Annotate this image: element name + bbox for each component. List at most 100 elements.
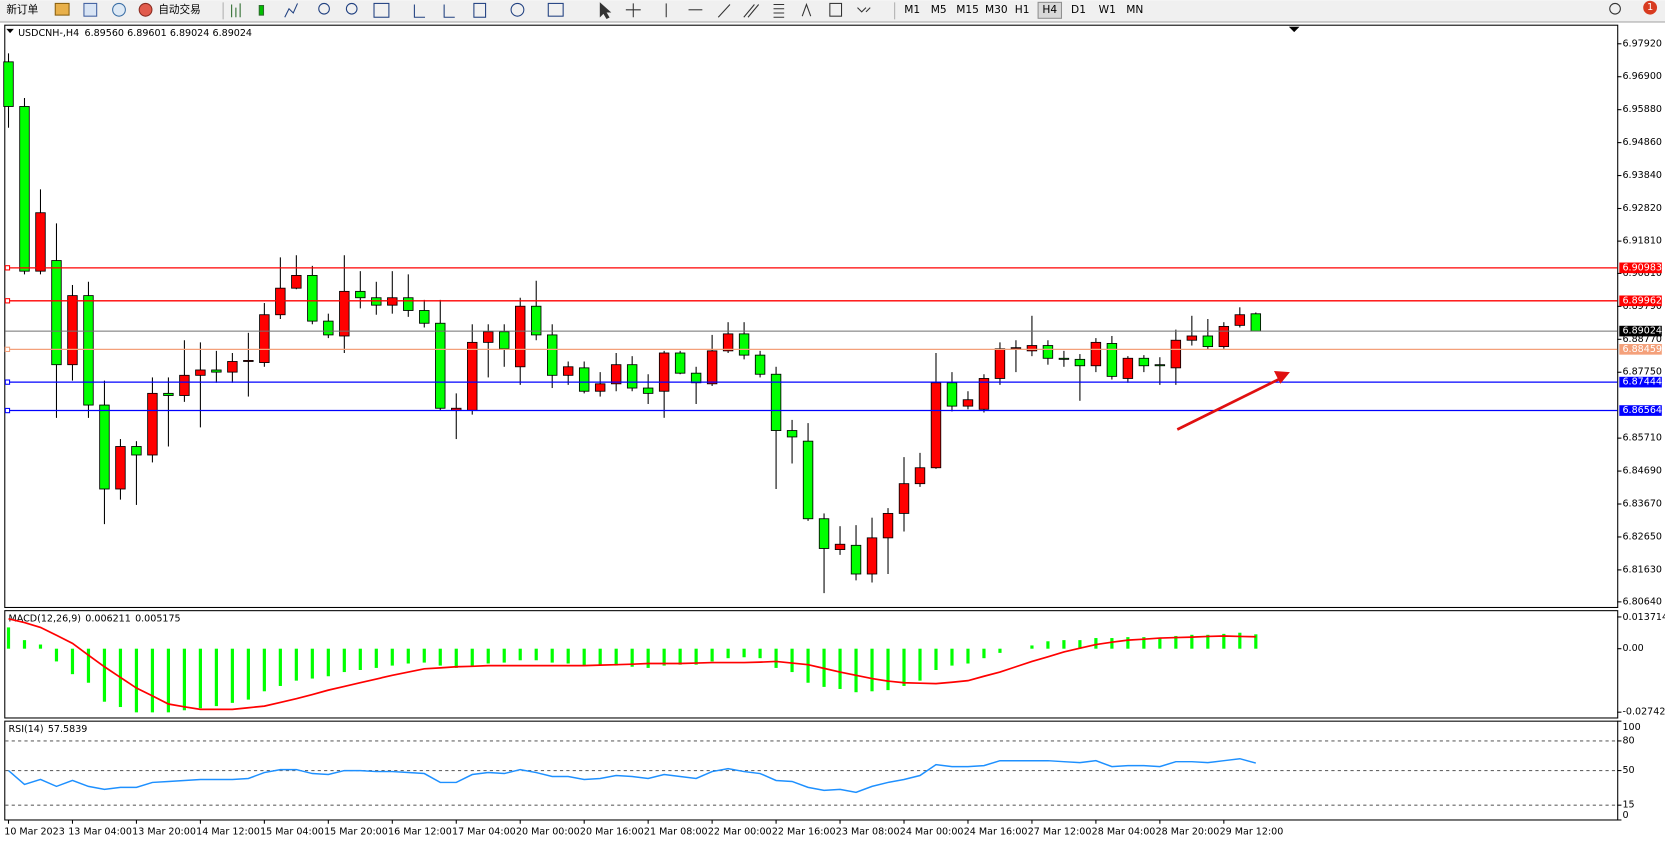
toolbar-icon[interactable]	[54, 2, 70, 16]
x-tick-label: 24 Mar 16:00	[964, 827, 1028, 838]
auto-trading-button[interactable]: 自动交易	[158, 3, 200, 16]
macd-bar	[582, 648, 586, 666]
macd-bar	[502, 648, 506, 663]
candle-body	[962, 399, 974, 407]
timeframe-button[interactable]: H4	[1042, 3, 1057, 16]
macd-bar	[742, 648, 746, 658]
candle-icon[interactable]	[258, 5, 265, 16]
level-label: 6.88459	[1622, 344, 1661, 355]
arrows-icon[interactable]	[857, 7, 871, 13]
macd-bar	[230, 648, 234, 703]
macd-bar	[1206, 634, 1210, 649]
macd-panel-frame	[4, 610, 1619, 719]
macd-bar	[646, 648, 650, 668]
macd-bar	[182, 648, 186, 711]
timeframe-button[interactable]: D1	[1071, 3, 1086, 16]
bar-chart-icon[interactable]	[231, 3, 241, 18]
candle-body	[291, 274, 302, 289]
zoom-in-icon[interactable]	[318, 2, 330, 15]
candle-body	[99, 404, 110, 490]
y-tick-label: 6.88770	[1622, 334, 1661, 345]
macd-bar	[998, 648, 1002, 653]
timeframe-button[interactable]: M15	[956, 3, 979, 16]
x-tick-label: 20 Mar 16:00	[580, 827, 644, 838]
search-icon[interactable]	[1609, 2, 1621, 15]
toolbar-background	[0, 0, 1665, 22]
macd-bar	[1174, 635, 1178, 649]
toolbar-icon[interactable]	[83, 2, 98, 17]
candle-body	[546, 334, 558, 376]
macd-bar	[518, 648, 522, 661]
timeframe-button[interactable]: MN	[1126, 3, 1143, 16]
fibo-icon[interactable]	[773, 3, 785, 18]
timeframe-button[interactable]: W1	[1099, 3, 1116, 16]
y-tick-label: 6.92820	[1622, 203, 1661, 214]
text-icon[interactable]	[801, 2, 812, 17]
autoscroll-icon[interactable]	[413, 4, 426, 18]
shift-marker	[1288, 26, 1300, 33]
macd-bar	[774, 648, 778, 668]
y-tick-label: 6.83670	[1622, 499, 1661, 510]
macd-bar	[1222, 633, 1226, 649]
macd-bar	[198, 648, 202, 709]
timeframe-button[interactable]: M5	[931, 3, 947, 16]
auto-trading-icon[interactable]	[138, 2, 153, 17]
zoom-out-icon[interactable]	[345, 2, 358, 15]
y-tick-label: 6.97920	[1622, 38, 1661, 49]
x-tick-label: 15 Mar 04:00	[260, 827, 324, 838]
level-handle	[4, 298, 11, 304]
tile-icon[interactable]	[373, 2, 390, 18]
crosshair-icon[interactable]	[625, 3, 641, 18]
indicators-icon[interactable]	[473, 2, 487, 18]
symbol: USDCNH-,H4	[18, 28, 79, 39]
x-tick-label: 21 Mar 08:00	[644, 827, 708, 838]
x-tick-label: 15 Mar 20:00	[324, 827, 388, 838]
cursor-icon[interactable]	[599, 2, 612, 19]
timeframe-button[interactable]: H1	[1015, 3, 1030, 16]
x-tick-label: 16 Mar 12:00	[388, 827, 452, 838]
macd-bar	[678, 648, 682, 665]
y-tick-label: 6.90810	[1622, 268, 1661, 279]
macd-bar	[966, 648, 970, 664]
periods-icon[interactable]	[510, 2, 525, 17]
plot-layer: 6.97920 6.96900 6.95880 6.94860 6.93840 6.928…	[3, 38, 1665, 838]
last-price-box	[1619, 325, 1662, 337]
templates-icon[interactable]	[547, 2, 564, 17]
candle-body	[754, 354, 766, 375]
macd-bar	[1190, 634, 1194, 649]
toolbar-icon[interactable]	[112, 2, 126, 17]
macd-bar	[22, 640, 27, 649]
macd-bar	[758, 648, 762, 659]
channel-icon[interactable]	[743, 4, 760, 18]
macd-bar	[1062, 640, 1066, 649]
macd-bar	[934, 648, 938, 670]
rsi-line	[8, 757, 1257, 794]
label-icon[interactable]	[829, 2, 843, 17]
new-order-button[interactable]: 新订单	[6, 3, 38, 16]
timeframe-button[interactable]: M1	[904, 3, 920, 16]
x-tick-label: 28 Mar 04:00	[1092, 827, 1156, 838]
shift-icon[interactable]	[443, 4, 455, 18]
x-tick-label: 13 Mar 20:00	[132, 827, 196, 838]
x-tick-label: 29 Mar 12:00	[1220, 827, 1284, 838]
candle-body	[1186, 335, 1198, 341]
candle-body	[898, 483, 910, 514]
active-timeframe	[1037, 1, 1063, 19]
macd-bar	[870, 648, 874, 692]
x-tick-label: 28 Mar 20:00	[1156, 827, 1220, 838]
line-chart-icon[interactable]	[284, 3, 298, 18]
notification-badge[interactable]	[1643, 0, 1658, 15]
timeframe-button[interactable]: M30	[985, 3, 1008, 16]
candle-body	[914, 467, 926, 485]
candle-body	[179, 374, 190, 396]
candle-body	[1090, 341, 1102, 367]
toolbar: 新订单 自动交易	[0, 0, 1665, 23]
macd-bar	[166, 648, 171, 713]
trendline-icon[interactable]	[717, 4, 731, 18]
candle-body	[1026, 345, 1038, 352]
level-label: 6.86564	[1622, 405, 1661, 416]
y-tick-label: 6.96900	[1622, 71, 1661, 82]
candle-body	[1218, 325, 1230, 348]
macd-bar	[838, 648, 842, 689]
